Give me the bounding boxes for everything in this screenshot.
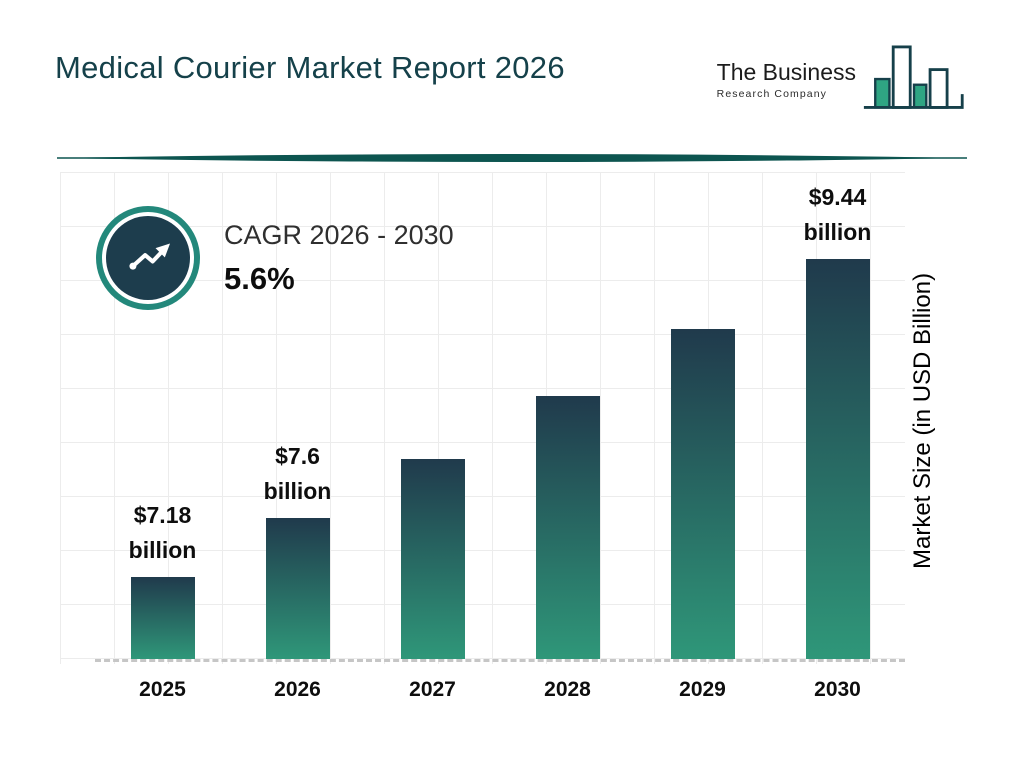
logo-subname: Research Company <box>716 87 828 100</box>
bar-column-2030: $9.44 billion <box>770 180 905 659</box>
bar-column-2029 <box>635 180 770 659</box>
bar-value-unit: billion <box>128 536 197 563</box>
bar-value-unit: billion <box>803 218 872 245</box>
logo-barchart-icon <box>863 45 964 109</box>
cagr-badge: CAGR 2026 - 2030 5.6% <box>96 206 454 310</box>
bar-column-2028 <box>500 180 635 659</box>
bar-value-label-2026: $7.6 billion <box>264 439 332 508</box>
x-label-2026: 2026 <box>274 678 321 701</box>
cagr-label: CAGR 2026 - 2030 <box>224 220 454 250</box>
bar-column-2026: $7.6 billion <box>230 180 365 659</box>
bar-column-2025: $7.18 billion <box>95 180 230 659</box>
company-logo-text: The Business Research Company <box>716 59 856 100</box>
x-label-2029: 2029 <box>679 678 726 701</box>
growth-trend-icon <box>106 216 190 300</box>
company-logo: The Business Research Company <box>717 40 966 120</box>
x-label-2030: 2030 <box>814 678 861 701</box>
bar-value-amount: $7.6 <box>275 443 320 469</box>
bar-2026 <box>265 518 330 659</box>
bar-value-label-2025: $7.18 billion <box>129 498 197 567</box>
y-axis-title: Market Size (in USD Billion) <box>909 272 936 570</box>
chart-gridlines <box>60 172 905 664</box>
bar-chart: $7.18 billion $7.6 billion $9.44 billion <box>95 180 905 662</box>
bar-2027 <box>400 459 465 659</box>
bar-value-amount: $9.44 <box>808 184 867 210</box>
bar-value-label-2030: $9.44 billion <box>804 180 872 249</box>
page-title: Medical Courier Market Report 2026 <box>55 50 565 85</box>
cagr-value: 5.6% <box>224 261 295 296</box>
bar-column-2027 <box>365 180 500 659</box>
x-label-2028: 2028 <box>544 678 591 701</box>
bar-value-unit: billion <box>263 477 332 504</box>
divider <box>57 150 967 166</box>
bar-2025 <box>130 577 195 659</box>
logo-name: The Business <box>716 59 856 86</box>
cagr-text: CAGR 2026 - 2030 5.6% <box>224 206 454 297</box>
bar-2030 <box>805 259 870 659</box>
bar-2028 <box>535 396 600 659</box>
x-label-2025: 2025 <box>139 678 186 701</box>
bar-2029 <box>670 329 735 659</box>
x-axis-labels: 2025 2026 2027 2028 2029 2030 <box>95 678 905 702</box>
x-label-2027: 2027 <box>409 678 456 701</box>
bar-value-amount: $7.18 <box>133 502 192 528</box>
